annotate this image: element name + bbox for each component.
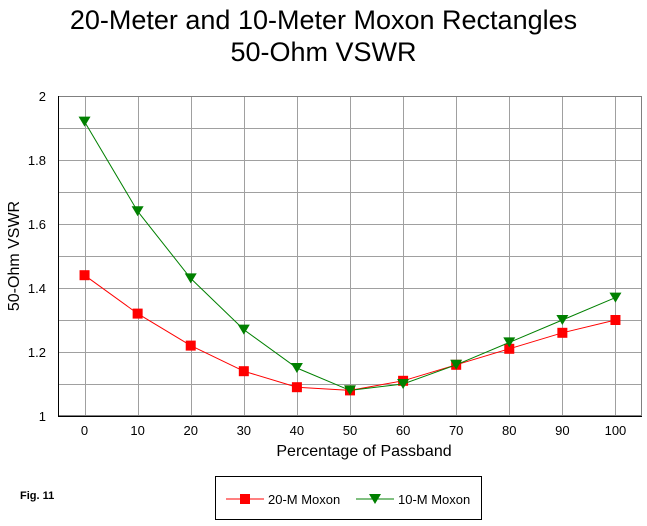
x-tick-label: 0	[81, 423, 88, 438]
data-point-10-m-moxon	[503, 337, 516, 348]
data-point-10-m-moxon	[450, 359, 463, 370]
data-point-20-m-moxon	[557, 327, 568, 338]
legend-item-20m: 20-M Moxon	[226, 490, 340, 508]
y-tick-label: 1.8	[28, 153, 46, 168]
data-point-10-m-moxon	[237, 324, 250, 335]
legend-label-20m: 20-M Moxon	[268, 491, 341, 507]
y-tick-label: 2	[39, 89, 46, 104]
y-tick-label: 1	[39, 409, 46, 424]
x-tick-label: 10	[130, 423, 144, 438]
x-axis-title: Percentage of Passband	[276, 443, 451, 460]
data-point-10-m-moxon	[290, 363, 303, 373]
x-tick-label: 20	[183, 423, 197, 438]
data-point-10-m-moxon	[184, 273, 197, 284]
data-point-20-m-moxon	[132, 308, 143, 319]
x-tick-label: 80	[502, 423, 516, 438]
x-tick-label: 40	[290, 423, 304, 438]
data-point-10-m-moxon	[78, 116, 91, 127]
x-tick-label: 50	[343, 423, 357, 438]
data-point-20-m-moxon	[504, 343, 515, 354]
data-point-20-m-moxon	[238, 366, 249, 377]
legend-swatch-10m	[356, 494, 394, 504]
y-tick-label: 1.2	[28, 345, 46, 360]
figure-label: Fig. 11	[20, 490, 55, 502]
data-point-10-m-moxon	[397, 379, 410, 389]
chart-title-line-2: 50-Ohm VSWR	[230, 37, 417, 67]
vswr-chart: 11.21.41.61.820 10 20 30 40 50 60 70 80 90 100Perc…	[6, 89, 642, 460]
data-point-20-m-moxon	[291, 382, 302, 393]
chart-title-line-1: 20-Meter and 10-Meter Moxon Rectangles	[69, 5, 578, 35]
legend-swatch-20m	[226, 494, 264, 504]
x-tick-label: 70	[449, 423, 463, 438]
x-tick-label: 90	[555, 423, 569, 438]
y-tick-label: 1.6	[28, 217, 46, 232]
data-point-10-m-moxon	[609, 292, 622, 303]
data-point-20-m-moxon	[185, 340, 196, 351]
y-tick-label: 1.4	[28, 281, 46, 296]
y-axis-title: 50-Ohm VSWR	[6, 201, 23, 311]
data-point-10-m-moxon	[556, 315, 569, 325]
legend-item-10m: 10-M Moxon	[356, 490, 470, 508]
data-point-20-m-moxon	[79, 270, 90, 281]
data-point-10-m-moxon	[344, 385, 356, 396]
x-tick-label: 100	[605, 423, 627, 438]
legend-label-10m: 10-M Moxon	[398, 491, 471, 507]
chart-legend: 20-M Moxon 10-M Moxon	[215, 476, 482, 520]
data-point-10-m-moxon	[131, 206, 144, 217]
data-point-20-m-moxon	[610, 315, 621, 325]
x-tick-label: 60	[396, 423, 410, 438]
x-tick-label: 30	[237, 423, 251, 438]
